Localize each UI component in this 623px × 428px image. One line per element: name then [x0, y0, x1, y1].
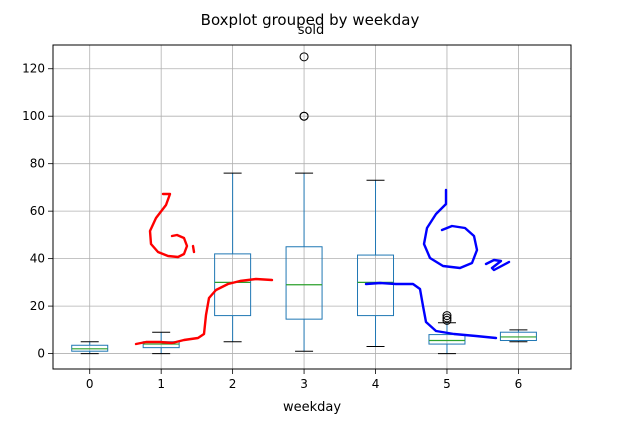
- box-group-3: [285, 52, 323, 352]
- chart-suptitle: Boxplot grouped by weekday: [201, 11, 420, 29]
- iqr-box: [285, 246, 323, 320]
- x-tick-label: 6: [515, 377, 523, 391]
- x-tick-label: 3: [300, 377, 308, 391]
- iqr-box: [428, 334, 466, 345]
- x-tick-label: 1: [157, 377, 165, 391]
- x-tick-label: 5: [443, 377, 451, 391]
- x-tick-label: 0: [86, 377, 94, 391]
- plot-frame: [52, 44, 572, 370]
- y-tick-label: 100: [22, 109, 45, 123]
- axes: 0 20 40 60 80 100 120 0 1 2 3 4 5 6 weekday: [22, 44, 572, 415]
- outlier-point: [299, 111, 309, 121]
- x-tick-label: 4: [372, 377, 380, 391]
- outlier-point: [442, 311, 452, 321]
- y-tick-label: 60: [30, 204, 45, 218]
- box-group-4: [357, 179, 395, 347]
- box-group-6: [499, 329, 537, 343]
- iqr-box: [214, 253, 252, 317]
- x-tick-label: 2: [229, 377, 237, 391]
- outlier-point: [299, 52, 309, 62]
- y-tick-label: 80: [30, 157, 45, 171]
- y-tick-label: 120: [22, 62, 45, 76]
- chart-title: sold: [298, 23, 325, 38]
- annotation-red-g1-letter: [148, 192, 196, 259]
- x-axis-label: weekday: [283, 400, 341, 415]
- annotation-blue-curve: [364, 281, 498, 340]
- box-series: [71, 52, 537, 355]
- annotation-blue-g2-letter: [422, 188, 511, 272]
- annotation-red-curve: [134, 277, 274, 346]
- outlier-point: [442, 315, 452, 325]
- box-group-5: [428, 311, 466, 355]
- outlier-point: [442, 313, 452, 323]
- box-group-0: [71, 341, 109, 355]
- box-group-2: [214, 172, 252, 343]
- y-tick-label: 0: [37, 347, 45, 361]
- grid-lines: [53, 45, 571, 369]
- handwritten-annotations: [134, 188, 511, 346]
- iqr-box: [357, 254, 395, 317]
- y-tick-label: 40: [30, 252, 45, 266]
- y-tick-label: 20: [30, 299, 45, 313]
